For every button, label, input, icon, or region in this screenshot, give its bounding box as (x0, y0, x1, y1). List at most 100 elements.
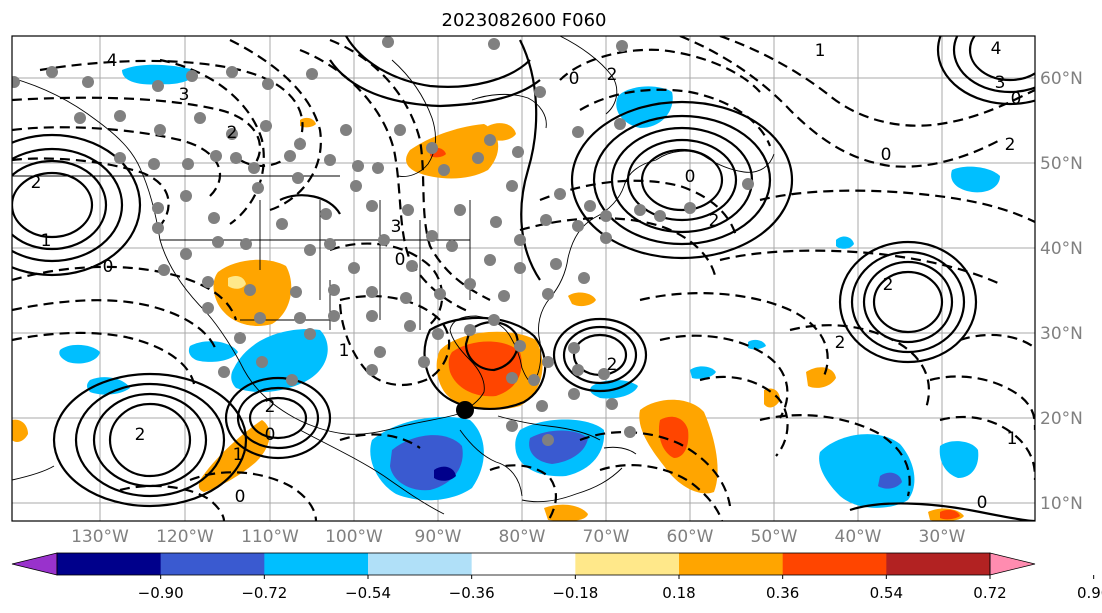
station-dot (240, 238, 252, 250)
station-dot (254, 312, 266, 324)
station-dot (186, 70, 198, 82)
station-dot (572, 220, 584, 232)
station-dot (154, 124, 166, 136)
station-dot (306, 68, 318, 80)
contour-label: 2 (135, 425, 146, 445)
station-dot (182, 158, 194, 170)
colorbar-segment (886, 553, 991, 575)
station-dot (554, 188, 566, 200)
station-dot (542, 356, 554, 368)
station-dot (304, 244, 316, 256)
station-dot (432, 328, 444, 340)
station-dot (366, 286, 378, 298)
station-dot (484, 254, 496, 266)
station-dot (600, 232, 612, 244)
colorbar-segment (160, 553, 265, 575)
longitude-label: 100°W (325, 527, 383, 547)
station-dot (614, 118, 626, 130)
station-dot (506, 180, 518, 192)
colorbar-segment (679, 553, 783, 575)
station-dot (616, 40, 628, 52)
station-dot (218, 366, 230, 378)
contour-label: 1 (815, 41, 826, 61)
station-dot (152, 222, 164, 234)
station-dot (600, 210, 612, 222)
station-dot (528, 374, 540, 386)
contour-label: 0 (265, 425, 276, 445)
colorbar (11, 552, 1036, 576)
station-dot (304, 328, 316, 340)
colorbar-tick-label: 0.18 (662, 584, 695, 602)
station-dot (488, 38, 500, 50)
station-dot (438, 164, 450, 176)
colorbar-tick-label: −0.54 (345, 584, 391, 602)
colorbar-tick-label: 0.72 (973, 584, 1006, 602)
station-dot (320, 208, 332, 220)
contour-label: 0 (235, 487, 246, 507)
station-dot (252, 182, 264, 194)
contour-label: 2 (835, 333, 846, 353)
station-dot (180, 190, 192, 202)
station-dot (350, 180, 362, 192)
station-dot (568, 388, 580, 400)
station-dot (366, 310, 378, 322)
station-dot (226, 128, 238, 140)
station-dot (12, 76, 20, 88)
colorbar-segment (57, 553, 161, 575)
station-dot (512, 146, 524, 158)
station-dot (292, 172, 304, 184)
latitude-label: 60°N (1040, 69, 1083, 89)
station-dot (534, 86, 546, 98)
map-title: 2023082600 F060 (442, 10, 607, 31)
colorbar-max-extend (989, 552, 1036, 576)
colorbar-tick-label: 0.54 (870, 584, 903, 602)
colorbar-segment (782, 553, 887, 575)
station-dot (742, 178, 754, 190)
station-dot (426, 230, 438, 242)
station-dot (514, 262, 526, 274)
station-dot (234, 332, 246, 344)
station-dot (578, 272, 590, 284)
station-dot (148, 158, 160, 170)
station-dot (598, 368, 610, 380)
anomaly-shading (12, 64, 1000, 521)
colorbar-segment (368, 553, 472, 575)
colorbar-tick-label: 0.90 (1077, 584, 1102, 602)
station-dot (366, 364, 378, 376)
colorbar-tick-label: 0.36 (766, 584, 799, 602)
station-dot (158, 264, 170, 276)
contour-label: 4 (107, 51, 118, 71)
longitude-label: 120°W (156, 527, 214, 547)
contour-label: 3 (179, 85, 190, 105)
station-dot (194, 112, 206, 124)
station-dot (572, 126, 584, 138)
station-dot (506, 420, 518, 432)
station-dot (212, 236, 224, 248)
contour-label: 0 (569, 69, 580, 89)
station-dot (244, 284, 256, 296)
station-dot (180, 248, 192, 260)
contour-label: 2 (227, 123, 238, 143)
contour-label: 2 (1005, 135, 1016, 155)
contour-label: 2 (31, 173, 42, 193)
longitude-label: 80°W (499, 527, 546, 547)
colorbar-segment (575, 553, 680, 575)
station-dot (340, 124, 352, 136)
station-dot (540, 214, 552, 226)
station-dot (290, 286, 302, 298)
station-dot (514, 234, 526, 246)
station-dot (572, 364, 584, 376)
contour-label: 0 (1011, 89, 1022, 109)
station-dot (262, 78, 274, 90)
contour-label: 2 (883, 275, 894, 295)
station-dot (418, 356, 430, 368)
station-dot (624, 426, 636, 438)
station-dot (284, 150, 296, 162)
station-dot (464, 278, 476, 290)
contour-label: 1 (233, 445, 244, 465)
contour-label: 1 (339, 341, 350, 361)
station-dot (606, 398, 618, 410)
station-dot (248, 162, 260, 174)
